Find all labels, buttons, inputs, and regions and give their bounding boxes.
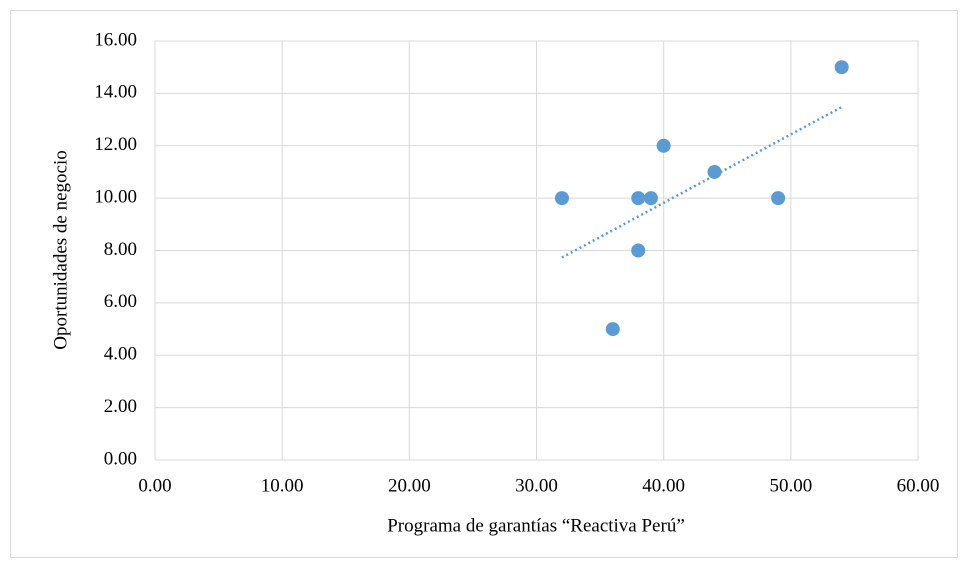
scatter-point [707,164,722,179]
y-tick-label: 2.00 [104,396,137,417]
chart-frame [10,10,958,558]
y-tick-label: 10.00 [94,186,137,207]
y-tick-label: 8.00 [104,239,137,260]
y-tick-label: 12.00 [94,134,137,155]
scatter-point [643,191,658,206]
scatter-point [631,191,646,206]
scatter-point [656,138,671,153]
y-tick-label: 0.00 [104,448,137,469]
y-tick-label: 4.00 [104,344,137,365]
y-tick-label: 14.00 [94,82,137,103]
y-tick-label: 16.00 [94,29,137,50]
scatter-point [631,243,646,258]
scatter-point [771,191,786,206]
x-axis-title: Programa de garantías “Reactiva Perú” [387,515,685,536]
scatter-point [554,191,569,206]
scatter-point [605,322,620,337]
x-tick-label: 30.00 [515,475,558,496]
y-axis-title: Oportunidades de negocio [50,150,71,349]
x-tick-label: 40.00 [642,475,685,496]
x-tick-label: 60.00 [897,475,940,496]
x-tick-label: 10.00 [261,475,304,496]
x-tick-label: 20.00 [388,475,431,496]
x-tick-label: 50.00 [769,475,812,496]
scatter-point [834,60,849,75]
x-tick-label: 0.00 [138,475,171,496]
y-tick-label: 6.00 [104,291,137,312]
